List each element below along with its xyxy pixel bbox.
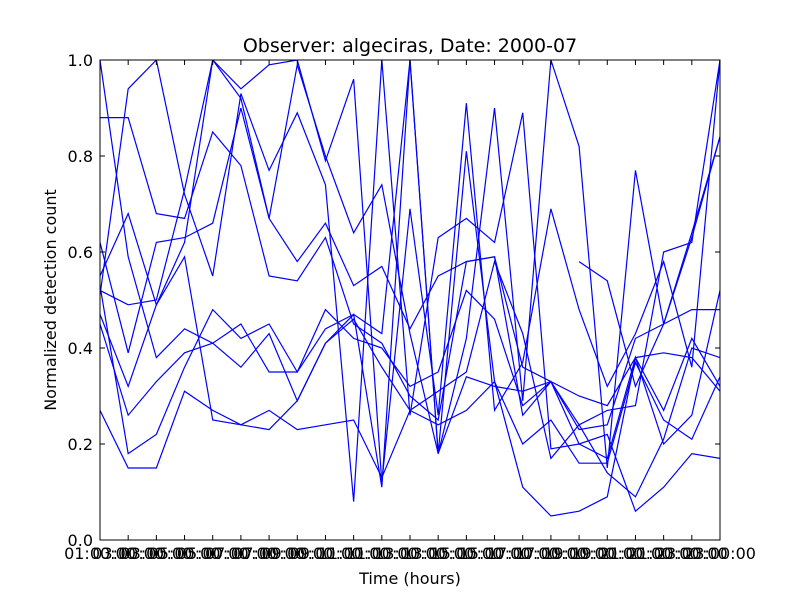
x-tick-label: 05:00:00 [149,544,221,563]
x-tick-label: 21:00:00 [600,544,672,563]
series-line-8 [100,60,720,502]
y-axis: 0.0 0.2 0.4 0.6 0.8 1.0 [68,51,720,550]
x-axis-label: Time (hours) [358,569,461,588]
series-line-2 [100,60,720,426]
x-tick-label: 19:00:00 [543,544,615,563]
x-tick-label: 05:00:00 [177,544,249,563]
y-axis-label: Normalized detection count [41,189,60,411]
y-tick-label: 0.0 [68,531,93,550]
y-tick-label: 0.6 [68,243,93,262]
series-line-6 [100,107,720,431]
x-tick-label: 03:00:00 [92,544,164,563]
y-tick-label: 0.2 [68,435,93,454]
x-tick-label: 13:00:00 [374,544,446,563]
x-tick-label: 15:00:00 [459,544,531,563]
x-tick-label: 19:00:00 [571,544,643,563]
series-line-5 [100,60,720,513]
x-tick-label: 09:00:00 [290,544,362,563]
x-tick-label: 17:00:00 [487,544,559,563]
x-tick-label: 07:00:00 [205,544,277,563]
x-tick-label: 13:00:00 [402,544,474,563]
x-tick-label: 23:00:00 [656,544,728,563]
y-tick-label: 0.8 [68,147,93,166]
series-line-11 [578,136,720,389]
chart-title: Observer: algeciras, Date: 2000-07 [243,35,577,57]
x-tick-label: 07:00:00 [233,544,305,563]
x-tick-label: 03:00:00 [120,544,192,563]
x-tick-label: 11:00:00 [346,544,418,563]
x-tick-label: 11:00:00 [318,544,390,563]
x-tick-label: 23:00:00 [684,544,756,563]
plot-area [100,60,720,540]
y-tick-label: 1.0 [68,51,93,70]
x-axis: 01:00:0003:00:0005:00:0007:00:0009:00:00… [64,60,756,563]
x-tick-label: 17:00:00 [515,544,587,563]
series-group [100,60,720,517]
x-tick-label: 09:00:00 [261,544,333,563]
series-line-1 [100,60,720,407]
x-tick-label: 21:00:00 [628,544,700,563]
x-tick-label: 15:00:00 [430,544,502,563]
series-line-7 [100,60,720,517]
y-tick-label: 0.4 [68,339,93,358]
x-tick-label: 01:00:00 [64,544,136,563]
series-line-10 [100,60,720,469]
